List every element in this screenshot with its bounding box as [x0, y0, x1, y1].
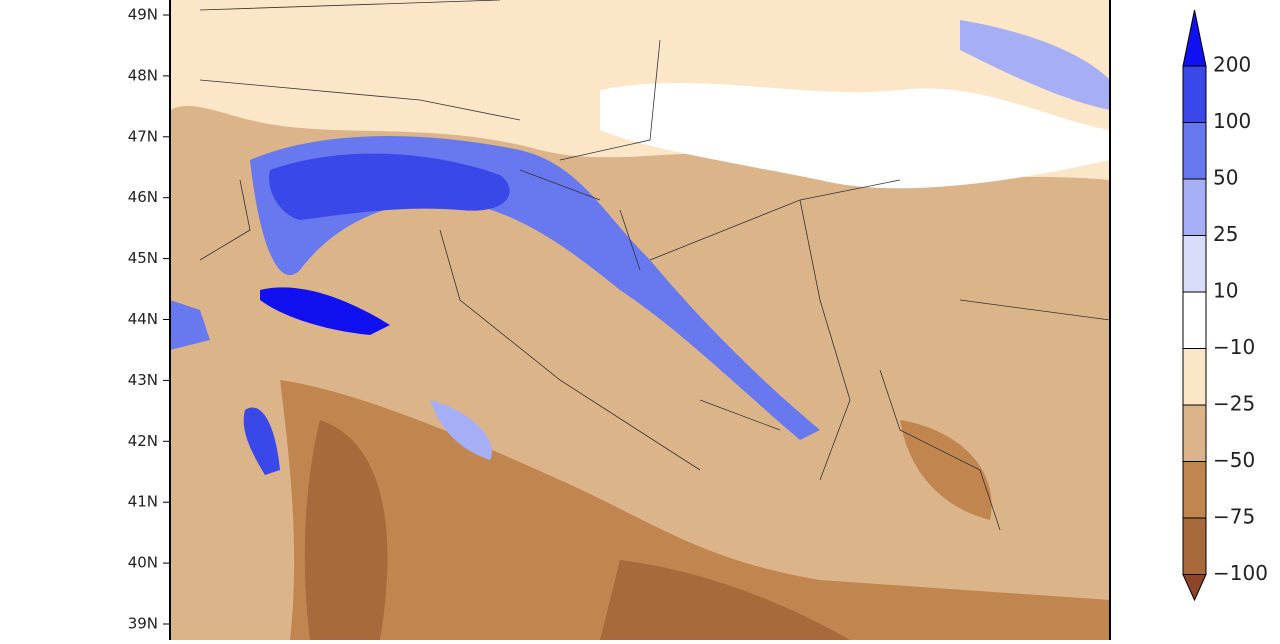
lat-label: 47N: [128, 127, 158, 145]
colorbar-label: −25: [1213, 392, 1255, 416]
colorbar-label: −10: [1213, 335, 1255, 359]
colorbar-box: [1182, 235, 1207, 293]
colorbar-over: [1182, 9, 1207, 67]
lat-label: 40N: [128, 554, 158, 572]
lat-label: 48N: [128, 66, 158, 84]
colorbar-label: 50: [1213, 166, 1238, 190]
lat-label: 43N: [128, 371, 158, 389]
colorbar-label: −50: [1213, 448, 1255, 472]
colorbar-label: −75: [1213, 505, 1255, 529]
colorbar-label: 100: [1213, 109, 1251, 133]
latitude-axis: 49N 48N 47N 46N 45N 44N 43N 42N 41N 40N 39N: [128, 6, 170, 633]
lat-label: 44N: [128, 310, 158, 328]
colorbar-box: [1182, 404, 1207, 462]
colorbar-label: 10: [1213, 279, 1238, 303]
colorbar: 200 100 50 25 10 −10 −25 −50 −75 −100: [1182, 9, 1268, 602]
lat-label: 46N: [128, 188, 158, 206]
lat-label: 39N: [128, 615, 158, 633]
colorbar-box: [1182, 461, 1207, 519]
colorbar-box: [1182, 348, 1207, 406]
colorbar-box: [1182, 65, 1207, 123]
colorbar-box: [1182, 517, 1207, 575]
colorbar-box: [1182, 178, 1207, 236]
colorbar-box: [1182, 122, 1207, 180]
colorbar-label: 200: [1213, 53, 1251, 77]
lat-label: 45N: [128, 249, 158, 267]
colorbar-under: [1182, 574, 1207, 602]
lat-label: 49N: [128, 6, 158, 24]
colorbar-label: −100: [1213, 561, 1268, 585]
lat-label: 42N: [128, 432, 158, 450]
map-field: [170, 0, 1110, 640]
colorbar-box: [1182, 291, 1207, 349]
colorbar-label: 25: [1213, 222, 1238, 246]
lat-label: 41N: [128, 493, 158, 511]
